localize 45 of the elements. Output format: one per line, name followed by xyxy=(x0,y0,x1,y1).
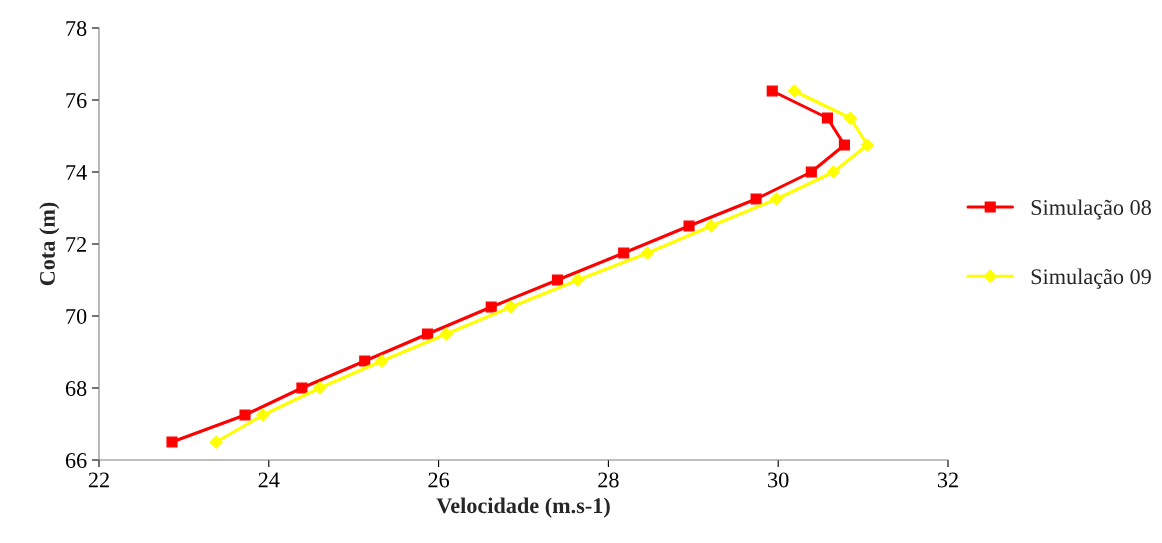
point xyxy=(860,138,874,152)
x-tick-label: 24 xyxy=(258,472,280,488)
legend-label: Simulação 08 xyxy=(1031,199,1151,220)
y-tick-label: 74 xyxy=(66,165,87,180)
point xyxy=(838,139,850,151)
point xyxy=(843,111,857,125)
point xyxy=(422,328,434,340)
point xyxy=(256,408,270,422)
y-tick-label: 70 xyxy=(66,308,87,324)
point xyxy=(296,382,308,394)
y-tick-label: 78 xyxy=(66,20,87,36)
point xyxy=(640,246,655,260)
point xyxy=(551,274,564,286)
point xyxy=(826,165,840,179)
point xyxy=(618,247,630,259)
point xyxy=(375,354,389,368)
y-tick-label: 68 xyxy=(65,380,87,396)
y-tick-label: 72 xyxy=(66,236,86,252)
y-tick-label: 66 xyxy=(65,452,87,468)
point xyxy=(805,166,817,178)
x-tick-label: 30 xyxy=(768,472,789,488)
legend-label: Simulação 09 xyxy=(1031,268,1151,289)
x-tick-label: 26 xyxy=(428,472,450,488)
point xyxy=(359,355,371,367)
point xyxy=(485,301,497,313)
x-tick-label: 28 xyxy=(598,472,619,488)
x-axis-title: Velocidade (m.s-1) xyxy=(436,497,610,518)
point xyxy=(166,436,178,448)
point xyxy=(787,84,801,98)
point xyxy=(821,112,833,124)
y-axis-title: Cota (m) xyxy=(39,202,60,286)
point xyxy=(766,85,778,97)
point xyxy=(750,193,762,205)
point xyxy=(439,327,453,341)
point xyxy=(704,219,718,233)
point xyxy=(313,381,327,395)
point xyxy=(504,300,518,314)
point xyxy=(571,273,585,287)
y-tick-label: 76 xyxy=(66,92,87,108)
point xyxy=(683,220,695,232)
x-tick-label: 22 xyxy=(88,472,109,488)
x-tick-label: 32 xyxy=(937,472,958,488)
point xyxy=(239,409,251,421)
point xyxy=(209,435,223,449)
point xyxy=(769,192,784,206)
